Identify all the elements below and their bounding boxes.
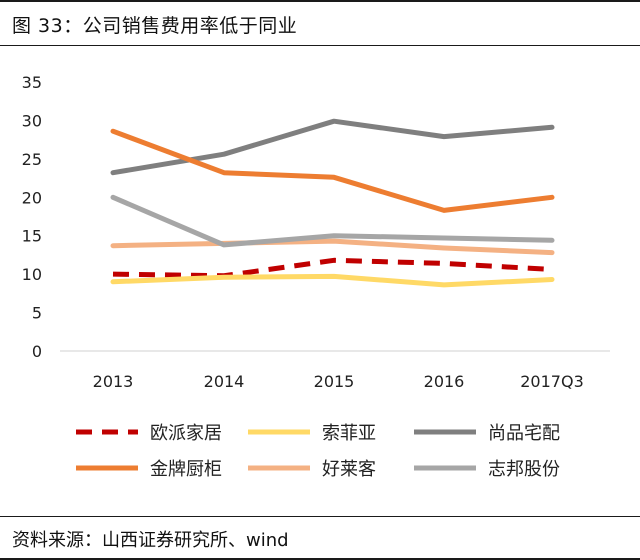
figure-title: 图 33：公司销售费用率低于同业 bbox=[12, 15, 298, 37]
legend-item: 欧派家居 bbox=[76, 423, 222, 444]
source-note: 资料来源：山西证券研究所、wind bbox=[12, 530, 289, 551]
legend-item: 尚品宅配 bbox=[414, 423, 560, 444]
legend-label: 尚品宅配 bbox=[488, 423, 560, 444]
y-tick-label: 15 bbox=[22, 227, 42, 246]
figure-title-bar: 图 33：公司销售费用率低于同业 bbox=[0, 0, 640, 46]
y-tick-label: 25 bbox=[22, 150, 42, 169]
legend-label: 索菲亚 bbox=[322, 423, 376, 444]
legend-label: 志邦股份 bbox=[488, 459, 560, 480]
y-axis: 0 5 10 15 20 25 30 35 bbox=[22, 73, 42, 361]
legend-item: 志邦股份 bbox=[414, 459, 560, 480]
y-tick-label: 5 bbox=[32, 304, 42, 323]
x-tick-label: 2016 bbox=[424, 372, 465, 391]
legend-item: 金牌厨柜 bbox=[76, 459, 222, 480]
y-tick-label: 30 bbox=[22, 111, 42, 130]
x-tick-label: 2017Q3 bbox=[520, 372, 584, 391]
series-line bbox=[110, 273, 555, 288]
y-tick-label: 35 bbox=[22, 73, 42, 92]
line-chart: 0 5 10 15 20 25 30 35 2013 2014 2015 2016 2017Q3 欧派… bbox=[22, 73, 610, 480]
series-line bbox=[110, 128, 555, 213]
series-line bbox=[110, 194, 555, 248]
x-tick-label: 2014 bbox=[204, 372, 245, 391]
series-line bbox=[110, 238, 555, 256]
x-axis: 2013 2014 2015 2016 2017Q3 bbox=[60, 350, 610, 391]
series-line bbox=[110, 118, 555, 176]
legend-item: 好莱客 bbox=[248, 459, 376, 480]
x-tick-label: 2013 bbox=[93, 372, 134, 391]
source-bar: 资料来源：山西证券研究所、wind bbox=[0, 516, 640, 560]
y-tick-label: 0 bbox=[32, 342, 42, 361]
y-tick-label: 20 bbox=[22, 188, 42, 207]
legend-label: 金牌厨柜 bbox=[150, 459, 222, 480]
x-tick-label: 2015 bbox=[314, 372, 355, 391]
y-tick-label: 10 bbox=[22, 265, 42, 284]
series-line bbox=[112, 257, 553, 279]
series-lines bbox=[110, 118, 555, 288]
legend-label: 好莱客 bbox=[322, 459, 376, 480]
legend-label: 欧派家居 bbox=[150, 423, 222, 444]
legend-item: 索菲亚 bbox=[248, 423, 376, 444]
